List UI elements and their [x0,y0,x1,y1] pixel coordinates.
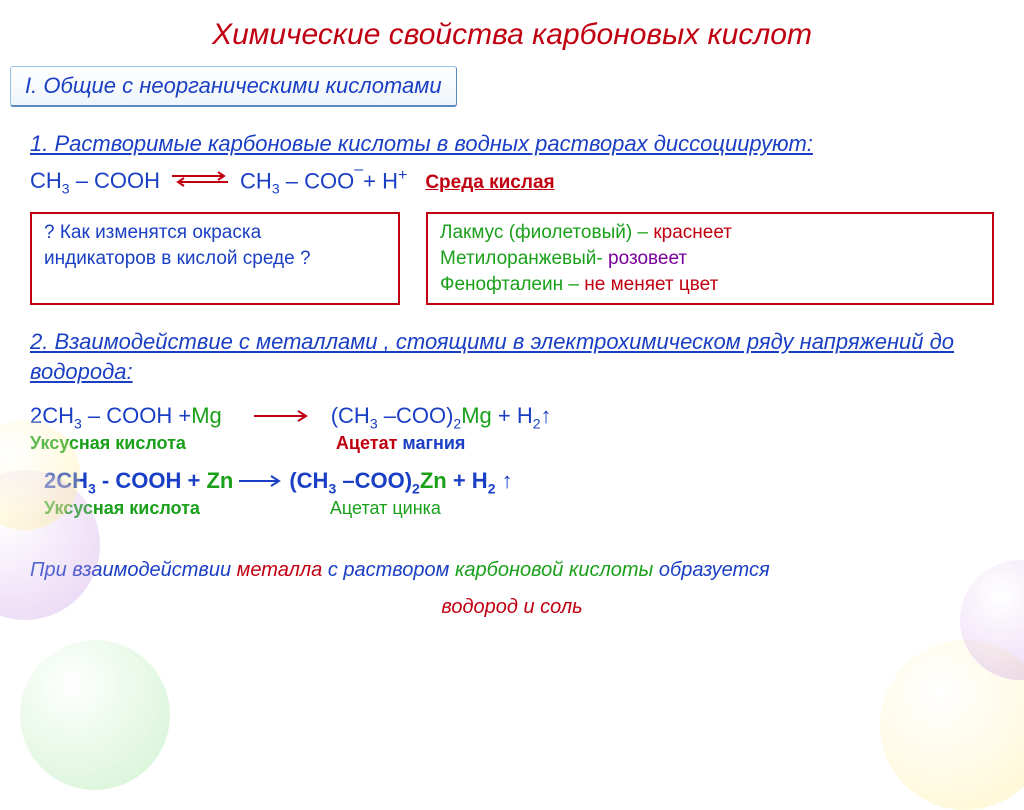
eq1-lhs: CH3 – COOH [30,168,160,196]
indicator-line-3: Фенофталеин – не меняет цвет [440,272,980,298]
question-line-2: индикаторов в кислой среде ? [44,246,386,272]
reaction-arrow-icon [252,403,312,417]
question-line-1: ? Как изменятся окраска [44,220,386,246]
reaction-arrow-icon [237,468,285,482]
question-box: ? Как изменятся окраска индикаторов в ки… [30,212,400,305]
section-header-1-text: I. Общие с неорганическими кислотами [25,73,442,98]
subheading-1: 1. Растворимые карбоновые кислоты в водн… [30,129,994,159]
eq2-label-right: Ацетат магния [336,433,466,454]
slide-title: Химические свойства карбоновых кислот [0,0,1024,66]
equation-mg: 2CH3 – COOH +Mg (CH3 –COO)2Mg + H2↑ [30,403,994,431]
indicator-line-2: Метилоранжевый- розовеет [440,246,980,272]
eq3-label-right: Ацетат цинка [330,498,441,519]
eq3-labels: Уксусная кислота Ацетат цинка [44,496,994,519]
indicator-boxes-row: ? Как изменятся окраска индикаторов в ки… [30,212,994,305]
equation-zn: 2CH3 - COOH + Zn(CH3 –COO)2Zn + H2 ↑ [44,468,994,496]
indicators-box: Лакмус (фиолетовый) – краснеет Метилоран… [426,212,994,305]
title-text: Химические свойства карбоновых кислот [212,18,812,51]
eq1-note: Среда кислая [425,172,554,194]
footer-answer: водород и соль [30,596,994,619]
footer-sentence: При взаимодействии металла с раствором к… [30,559,994,582]
eq2-labels: Уксусная кислота Ацетат магния [30,431,994,454]
indicator-line-1: Лакмус (фиолетовый) – краснеет [440,220,980,246]
section-header-1: I. Общие с неорганическими кислотами [10,66,457,107]
equilibrium-arrow-icon [170,168,230,182]
subheading-2: 2. Взаимодействие с металлами , стоящими… [30,327,994,386]
eq1-rhs: CH3 – COO–+ H+ [240,167,407,197]
equation-dissociation: CH3 – COOH CH3 – COO–+ H+ Среда кислая [30,167,994,197]
